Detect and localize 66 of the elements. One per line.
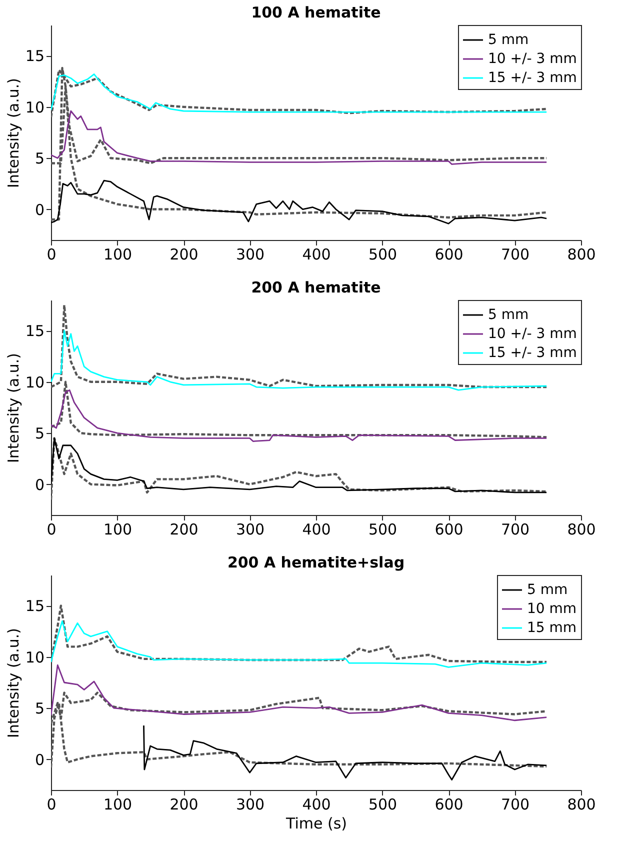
y-axis-title: Intensity (a.u.) <box>4 353 22 463</box>
x-tick-label: 500 <box>368 796 398 814</box>
legend-label: 5 mm <box>488 307 529 323</box>
x-tick-label: 800 <box>567 796 596 814</box>
y-tick-label: 10 <box>25 98 44 116</box>
y-tick-label: 10 <box>25 648 44 666</box>
y-tick-label: 5 <box>34 700 44 718</box>
chart-title: 200 A hematite+slag <box>227 554 405 572</box>
x-tick-label: 600 <box>434 246 464 264</box>
y-tick-label: 10 <box>25 373 44 392</box>
x-tick-label: 700 <box>500 246 530 264</box>
legend-label: 15 mm <box>527 620 577 636</box>
line-series <box>51 73 548 113</box>
x-tick-label: 300 <box>236 520 265 538</box>
y-axis-title: Intensity (a.u.) <box>4 628 22 738</box>
y-tick-label: 0 <box>34 200 44 219</box>
x-tick-label: 0 <box>46 246 56 264</box>
x-tick-label: 500 <box>368 246 398 264</box>
x-tick-label: 400 <box>302 796 331 814</box>
line-series <box>51 620 548 668</box>
line-series <box>51 110 548 165</box>
x-tick-label: 500 <box>368 520 398 538</box>
y-tick-label: 5 <box>34 424 44 443</box>
y-tick-label: 15 <box>25 47 44 66</box>
x-tick-label: 0 <box>46 520 56 538</box>
x-axis-title: Time (s) <box>285 814 347 832</box>
x-tick-label: 800 <box>567 520 596 538</box>
line-series <box>51 604 548 664</box>
x-tick-label: 200 <box>170 796 198 814</box>
x-tick-label: 100 <box>103 520 132 538</box>
x-tick-label: 600 <box>434 520 464 538</box>
chart-title: 200 A hematite <box>251 278 381 296</box>
line-series <box>143 724 548 780</box>
line-series <box>51 66 548 221</box>
line-series <box>51 180 548 224</box>
chart-title: 100 A hematite <box>251 4 381 22</box>
x-tick-label: 400 <box>302 520 331 538</box>
y-tick-label: 15 <box>25 597 44 616</box>
line-series <box>51 389 548 442</box>
x-tick-label: 0 <box>46 796 56 814</box>
x-tick-label: 200 <box>170 520 198 538</box>
legend-label: 15 +/- 3 mm <box>488 345 577 361</box>
legend-label: 5 mm <box>488 32 529 48</box>
x-tick-label: 200 <box>170 246 198 264</box>
x-tick-label: 800 <box>567 246 596 264</box>
x-tick-label: 400 <box>302 246 331 264</box>
legend-label: 5 mm <box>527 582 568 598</box>
x-tick-label: 300 <box>236 796 265 814</box>
legend-label: 15 +/- 3 mm <box>488 70 577 86</box>
y-tick-label: 0 <box>34 476 44 494</box>
line-series <box>51 664 548 722</box>
x-tick-label: 700 <box>500 520 530 538</box>
x-tick-label: 100 <box>103 796 132 814</box>
y-tick-label: 0 <box>34 750 44 769</box>
legend-label: 10 +/- 3 mm <box>488 326 577 342</box>
x-tick-label: 300 <box>236 246 265 264</box>
y-axis-title: Intensity (a.u.) <box>4 78 22 188</box>
x-tick-label: 700 <box>500 796 530 814</box>
x-tick-label: 600 <box>434 796 464 814</box>
line-series <box>51 304 548 388</box>
line-series <box>51 380 548 438</box>
y-tick-label: 5 <box>34 150 44 168</box>
legend-label: 10 +/- 3 mm <box>488 51 577 67</box>
legend-label: 10 mm <box>527 601 577 617</box>
y-tick-label: 15 <box>25 322 44 340</box>
x-tick-label: 100 <box>103 246 132 264</box>
